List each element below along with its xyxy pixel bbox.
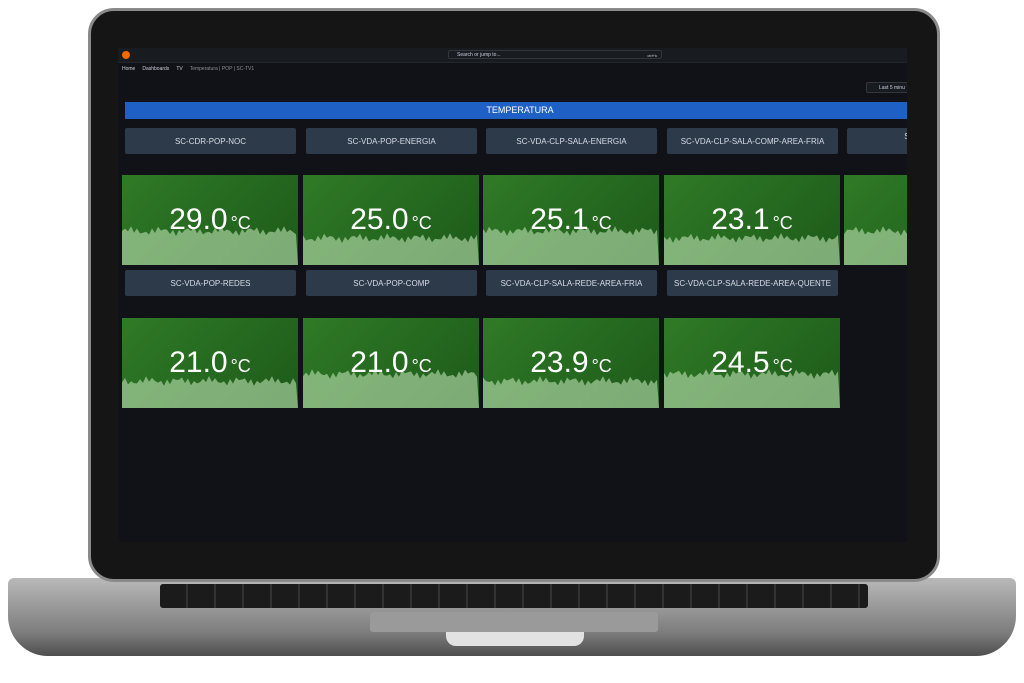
value-text: 25.0 <box>350 203 409 236</box>
panel-label: SC-VDA-POP-ENERGIA <box>306 128 477 154</box>
logo[interactable] <box>122 51 130 59</box>
value-text: 23.9 <box>530 346 589 379</box>
stat-value: 21.0 °C <box>303 346 479 380</box>
label-text: Q <box>847 141 907 150</box>
unit-text: °C <box>591 213 612 233</box>
lid-notch <box>446 632 584 646</box>
stat-panel: 24.5 °C <box>664 318 840 408</box>
stat-panel: 36 <box>844 175 907 265</box>
unit-text: °C <box>772 356 793 376</box>
label-text: SC-VDA-CLP-S <box>904 132 907 141</box>
sparkline <box>122 376 298 408</box>
sparkline <box>303 369 479 408</box>
value-text: 24.5 <box>711 346 770 379</box>
sparkline-area <box>122 376 298 408</box>
sparkline-area <box>664 369 840 408</box>
panel-label: SC-VDA-CLP-SALA-COMP-AREA-FRIA <box>667 128 838 154</box>
search-box[interactable]: Search or jump to... ctrl+k <box>448 50 662 59</box>
stat-panel: 23.1 °C <box>664 175 840 265</box>
label-text: SC-VDA-CLP-SALA-REDE-AREA-FRIA <box>500 278 643 288</box>
value-text: 23.1 <box>711 203 770 236</box>
sparkline <box>664 233 840 265</box>
value-text: 21.0 <box>350 346 409 379</box>
sparkline-area <box>483 376 659 408</box>
shortcut: ctrl+k <box>647 53 657 58</box>
stat-panel: 23.9 °C <box>483 318 659 408</box>
sparkline-area <box>303 233 479 265</box>
sparkline-area <box>483 226 659 265</box>
stat-value: 21.0 °C <box>122 346 298 380</box>
value-text: 25.1 <box>530 203 589 236</box>
unit-text: °C <box>411 356 432 376</box>
unit-text: °C <box>591 356 612 376</box>
value-text: 21.0 <box>169 346 228 379</box>
unit-text: °C <box>772 213 793 233</box>
sparkline <box>303 233 479 265</box>
sparkline-area <box>303 369 479 408</box>
crumb[interactable]: Home <box>122 66 136 72</box>
time-picker[interactable]: Last 5 minu <box>866 82 907 93</box>
keyboard <box>160 584 868 608</box>
panel-label: SC-VDA-CLP-SALA-ENERGIA <box>486 128 657 154</box>
unit-text: °C <box>411 213 432 233</box>
stat-value: 24.5 °C <box>664 346 840 380</box>
value-text: 29.0 <box>169 203 228 236</box>
label-text: SC-VDA-POP-ENERGIA <box>347 136 436 146</box>
stat-value: 25.0 °C <box>303 203 479 237</box>
sparkline <box>664 369 840 408</box>
panel-label: SC-VDA-CLP-SALA-REDE-AREA-FRIA <box>486 270 657 296</box>
top-bar: Search or jump to... ctrl+k <box>118 48 907 63</box>
panel-label: SC-VDA-POP-COMP <box>306 270 477 296</box>
crumb[interactable]: Dashboards <box>142 66 170 72</box>
row-title[interactable]: TEMPERATURA <box>125 102 907 119</box>
stat-value: 23.9 °C <box>483 346 659 380</box>
crumb: Temperatura | POP | SC-TV1 <box>189 66 255 72</box>
stat-panel: 25.0 °C <box>303 175 479 265</box>
label-text: SC-VDA-POP-COMP <box>353 278 430 288</box>
stat-value: 23.1 °C <box>664 203 840 237</box>
stat-panel: 29.0 °C <box>122 175 298 265</box>
panel-label: SC-VDA-CLP-SALA-REDE-AREA-QUENTE <box>667 270 838 296</box>
sparkline-area <box>844 226 907 265</box>
sparkline <box>122 226 298 265</box>
panel-label: SC-VDA-CLP-SQ <box>847 128 907 154</box>
stat-panel: 21.0 °C <box>303 318 479 408</box>
label-text: SC-VDA-CLP-SALA-ENERGIA <box>516 136 627 146</box>
panel-label: SC-VDA-POP-REDES <box>125 270 296 296</box>
sparkline-area <box>664 233 840 265</box>
label-text: SC-CDR-POP-NOC <box>174 136 247 146</box>
stat-panel: 25.1 °C <box>483 175 659 265</box>
label-text: SC-VDA-POP-REDES <box>170 278 251 288</box>
panel-label: SC-CDR-POP-NOC <box>125 128 296 154</box>
sparkline <box>483 226 659 265</box>
unit-text: °C <box>230 213 251 233</box>
stat-value: 36 <box>844 203 907 237</box>
label-text: SC-VDA-CLP-SALA-REDE-AREA-QUENTE <box>674 278 831 288</box>
crumb[interactable]: TV <box>176 66 183 72</box>
stat-value: 25.1 °C <box>483 203 659 237</box>
sparkline-area <box>122 226 298 265</box>
search-placeholder: Search or jump to... <box>457 52 501 58</box>
sparkline <box>844 226 907 265</box>
sparkline <box>483 376 659 408</box>
screen: Search or jump to... ctrl+k Home Dashboar… <box>118 48 907 542</box>
label-text: SC-VDA-CLP-SALA-COMP-AREA-FRIA <box>680 136 825 146</box>
stat-value: 29.0 °C <box>122 203 298 237</box>
breadcrumb: Home Dashboards TV Temperatura | POP | S… <box>122 64 254 74</box>
trackpad <box>370 612 658 632</box>
stat-panel: 21.0 °C <box>122 318 298 408</box>
unit-text: °C <box>230 356 251 376</box>
